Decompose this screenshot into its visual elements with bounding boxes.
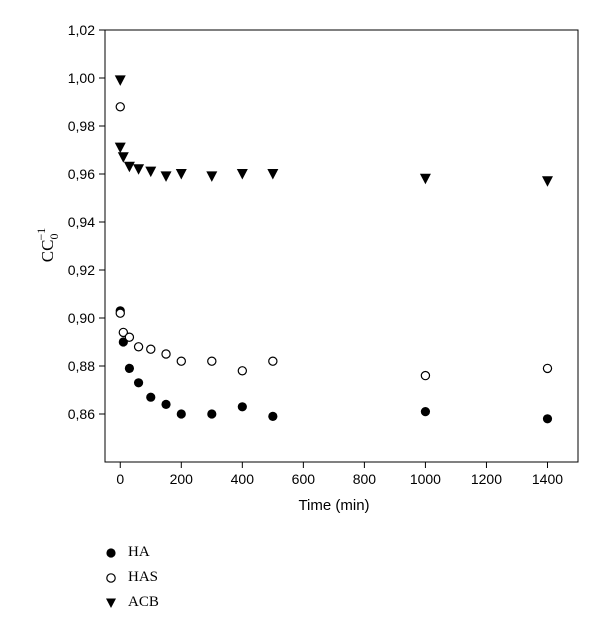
svg-text:CC0−1: CC0−1	[34, 228, 61, 262]
data-point-has	[115, 102, 125, 112]
x-tick-label: 1000	[410, 471, 441, 487]
data-point-acb	[267, 169, 279, 180]
data-point-ha	[176, 409, 186, 419]
data-point-has	[420, 370, 431, 381]
data-point-ha	[161, 399, 171, 409]
y-tick-label: 0,90	[68, 310, 95, 326]
data-point-ha	[420, 407, 431, 417]
plot-area	[104, 29, 579, 463]
data-point-has	[542, 363, 553, 374]
legend-label: HA	[128, 544, 150, 560]
y-tick-label: 0,94	[68, 214, 95, 230]
filled-circle-icon	[106, 547, 116, 558]
data-point-has	[207, 356, 217, 366]
legend-label: HAS	[128, 569, 159, 585]
data-point-acb	[419, 173, 431, 185]
data-points	[114, 75, 553, 424]
legend-item-ha: HA	[104, 540, 159, 565]
y-tick-label: 0,96	[68, 166, 95, 182]
data-point-ha	[207, 409, 217, 419]
y-tick-label: 1,02	[68, 22, 95, 38]
data-point-acb	[114, 75, 126, 86]
x-tick-label: 1400	[532, 471, 563, 487]
data-point-acb	[145, 166, 157, 178]
data-point-has	[237, 366, 248, 376]
y-tick-label: 0,88	[68, 358, 95, 374]
x-tick-label: 400	[231, 471, 255, 487]
x-axis: 0 200 400 600 800 1000 1200 1400	[116, 462, 563, 487]
x-tick-label: 600	[292, 471, 316, 487]
data-point-acb	[117, 152, 129, 163]
data-point-ha	[237, 402, 247, 412]
data-point-acb	[206, 171, 218, 182]
data-point-ha	[268, 411, 278, 421]
data-point-has	[133, 342, 144, 352]
data-point-has	[118, 327, 129, 338]
data-point-acb	[160, 171, 172, 182]
data-point-ha	[146, 392, 156, 402]
y-tick-label: 1,00	[68, 70, 95, 86]
data-point-acb	[114, 142, 126, 154]
data-point-has	[124, 332, 135, 342]
data-point-has	[146, 344, 156, 354]
triangle-down-icon	[106, 598, 116, 608]
y-axis: 0,86 0,88 0,90 0,92 0,94 0,96 0,98 1,00 1,02	[68, 22, 105, 422]
x-tick-label: 1200	[471, 471, 502, 487]
open-circle-icon	[106, 572, 116, 583]
data-point-acb	[133, 164, 145, 175]
data-point-ha	[124, 363, 135, 373]
legend-label: ACB	[128, 594, 159, 610]
data-point-ha	[133, 378, 144, 388]
y-axis-label: CC0−1	[34, 228, 61, 262]
y-tick-label: 0,86	[68, 406, 95, 422]
y-tick-label: 0,98	[68, 118, 95, 134]
y-tick-label: 0,92	[68, 262, 95, 278]
data-point-has	[176, 356, 186, 366]
data-point-acb	[123, 161, 135, 173]
x-tick-label: 200	[170, 471, 194, 487]
x-tick-label: 800	[353, 471, 377, 487]
data-point-acb	[236, 169, 248, 180]
x-axis-label: Time (min)	[298, 497, 369, 514]
x-tick-label: 0	[116, 471, 124, 487]
legend: HA HAS ACB	[104, 540, 159, 615]
data-point-acb	[541, 176, 553, 187]
data-point-has	[161, 349, 171, 359]
legend-item-acb: ACB	[104, 590, 159, 615]
data-point-has	[115, 308, 125, 318]
legend-item-has: HAS	[104, 565, 159, 590]
data-point-has	[268, 356, 278, 366]
data-point-ha	[542, 414, 553, 424]
plot-frame	[104, 29, 579, 463]
data-point-acb	[175, 169, 187, 180]
